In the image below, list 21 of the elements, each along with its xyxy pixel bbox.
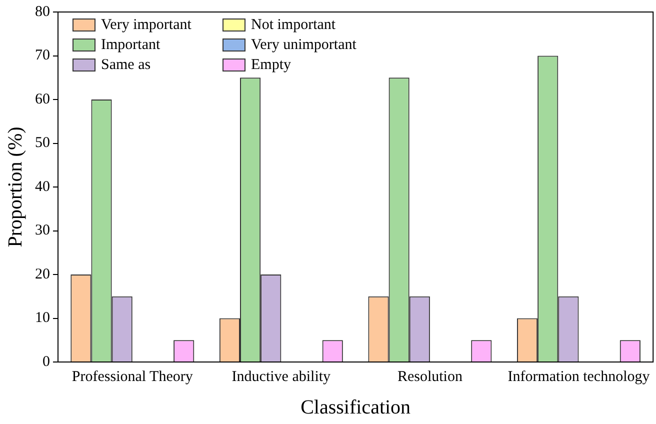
- y-tick-label: 50: [35, 135, 50, 152]
- legend-label: Empty: [251, 56, 292, 73]
- y-tick-label: 80: [35, 4, 50, 20]
- legend-label: Very unimportant: [251, 36, 358, 53]
- x-tick-label: Inductive ability: [232, 368, 332, 385]
- legend-label: Very important: [101, 16, 192, 33]
- legend-label: Not important: [251, 16, 336, 33]
- x-axis-title: Classification: [300, 396, 411, 418]
- x-tick-label: Resolution: [397, 368, 463, 385]
- x-tick-label: Information technology: [508, 368, 650, 385]
- y-axis-title: Proportion (%): [4, 126, 26, 248]
- y-tick-label: 30: [35, 222, 50, 239]
- y-tick-label: 60: [35, 91, 50, 108]
- legend-label: Important: [101, 36, 161, 53]
- y-tick-label: 10: [35, 310, 50, 326]
- legend-label: Same as: [101, 56, 151, 73]
- y-tick-label: 20: [35, 266, 50, 282]
- y-tick-label: 40: [35, 178, 50, 195]
- y-tick-label: 0: [42, 354, 50, 370]
- y-tick-label: 70: [35, 48, 50, 64]
- x-tick-label: Professional Theory: [72, 368, 194, 385]
